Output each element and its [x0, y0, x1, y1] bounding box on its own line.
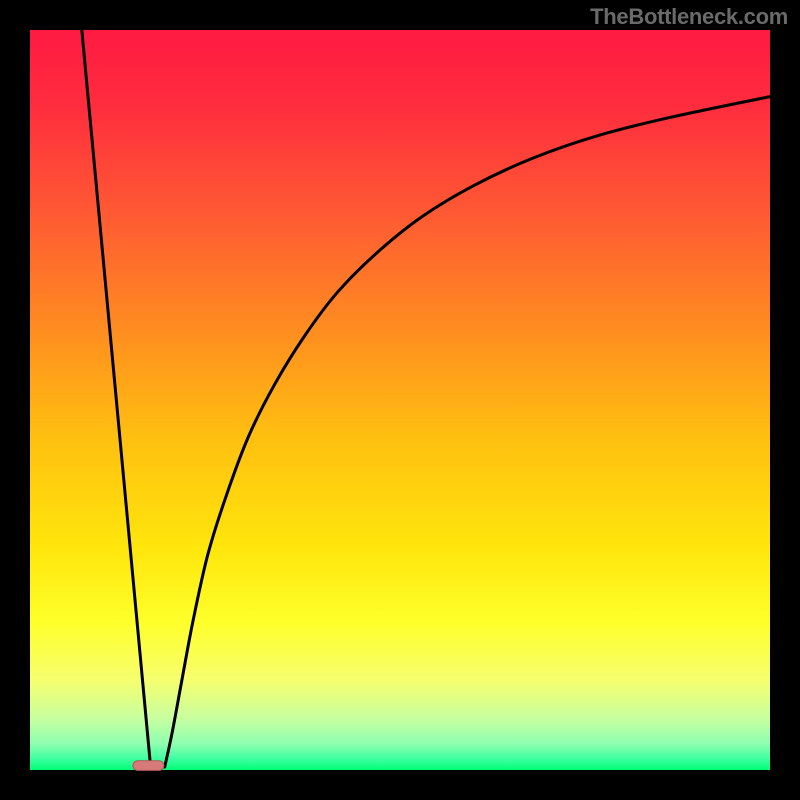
watermark-text: TheBottleneck.com	[590, 4, 788, 30]
chart-svg	[0, 0, 800, 800]
vertex-marker	[133, 761, 164, 771]
bottleneck-chart: TheBottleneck.com	[0, 0, 800, 800]
